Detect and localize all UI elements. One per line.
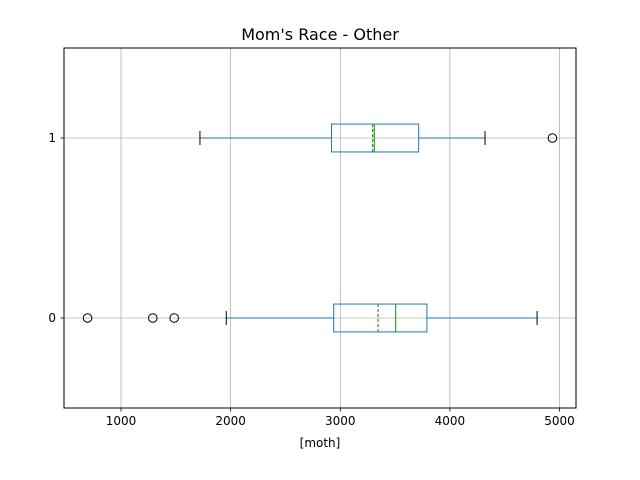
y-tick-label: 1 xyxy=(48,131,56,145)
outlier-point xyxy=(169,313,179,323)
x-tick-label: 1000 xyxy=(106,414,137,428)
box-1 xyxy=(199,123,558,153)
x-tick-label: 5000 xyxy=(544,414,575,428)
outlier-point xyxy=(82,313,93,323)
plot-area xyxy=(82,123,558,333)
box-iqr xyxy=(331,123,420,153)
x-tick-label: 3000 xyxy=(325,414,356,428)
box-iqr xyxy=(333,303,428,333)
x-tick-label: 2000 xyxy=(215,414,246,428)
outlier-point xyxy=(547,133,558,143)
ticks: 1000 2000 3000 4000 5000 0 1 xyxy=(48,131,574,428)
box-0 xyxy=(82,303,538,333)
outlier-point xyxy=(148,313,158,323)
chart-title: Mom's Race - Other xyxy=(241,25,399,44)
x-tick-label: 4000 xyxy=(435,414,466,428)
grid xyxy=(64,48,576,408)
y-tick-label: 0 xyxy=(48,311,56,325)
axes-frame xyxy=(63,47,577,409)
x-axis-label: [moth] xyxy=(300,436,341,450)
